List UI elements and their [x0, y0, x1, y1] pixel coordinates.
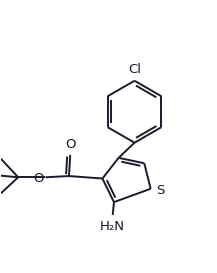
Text: H₂N: H₂N [100, 220, 125, 233]
Text: O: O [33, 172, 43, 185]
Text: Cl: Cl [128, 63, 141, 76]
Text: S: S [156, 183, 164, 197]
Text: O: O [65, 138, 76, 151]
